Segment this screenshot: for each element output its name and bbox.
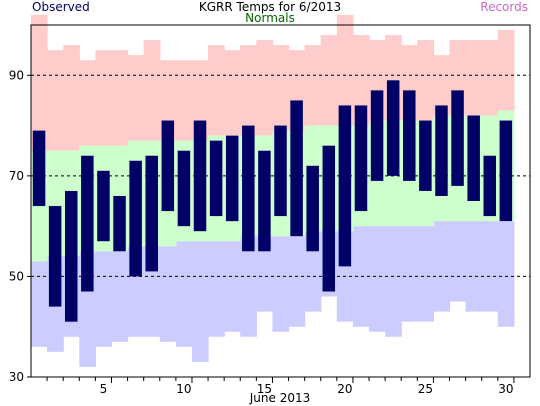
observed-bar	[386, 80, 400, 176]
record-low-band	[481, 221, 499, 312]
record-high-band	[31, 14, 48, 151]
record-low-band	[449, 221, 467, 302]
record-low-band	[417, 226, 435, 322]
x-tick-label: 30	[498, 382, 513, 396]
record-low-band	[272, 236, 290, 332]
observed-bar	[290, 100, 303, 237]
y-tick-label: 70	[9, 169, 24, 183]
observed-bar	[193, 120, 207, 232]
observed-bar	[499, 120, 513, 222]
axes-layer: 30 50 70 90 5 10 15 20 25 30	[9, 68, 515, 396]
observed-bar	[483, 155, 497, 217]
record-high-band	[433, 55, 451, 116]
observed-bar	[242, 125, 255, 252]
record-low-band	[385, 226, 402, 337]
record-low-band	[95, 251, 113, 347]
record-low-band	[256, 236, 274, 312]
x-tick-label: 15	[257, 382, 272, 396]
record-high-band	[143, 40, 161, 141]
observed-bar	[274, 125, 287, 217]
record-high-band	[481, 40, 499, 116]
observed-bar	[48, 206, 62, 307]
record-high-band	[465, 40, 483, 116]
x-tick-label: 20	[337, 382, 352, 396]
record-high-band	[47, 50, 64, 151]
record-high-band	[417, 40, 435, 121]
record-high-band	[63, 45, 80, 151]
x-tick-label: 25	[418, 382, 433, 396]
observed-bar	[113, 195, 126, 252]
observed-bar	[419, 120, 432, 191]
observed-bar	[64, 190, 78, 322]
y-tick-label: 90	[9, 68, 24, 82]
observed-bar	[306, 165, 319, 252]
chart-title: KGRR Temps for 6/2013	[198, 0, 342, 14]
observed-bar	[161, 120, 175, 212]
observed-bar	[354, 105, 368, 212]
record-low-band	[191, 241, 209, 362]
record-low-band	[433, 221, 451, 312]
x-tick-label: 10	[176, 382, 191, 396]
x-axis-label: June 2013	[249, 391, 311, 405]
observed-bar	[370, 90, 384, 181]
observed-bar	[451, 90, 464, 186]
legend-normals: Normals	[245, 11, 295, 25]
plot-frame	[30, 24, 531, 378]
record-high-band	[224, 50, 241, 136]
record-high-band	[240, 45, 257, 136]
observed-bar	[322, 145, 336, 292]
observed-bar	[209, 140, 223, 217]
observed-bar	[225, 135, 239, 222]
record-low-band	[497, 221, 515, 327]
x-tick-label: 5	[100, 382, 108, 396]
record-low-band	[465, 221, 483, 312]
record-low-band	[240, 236, 257, 337]
record-high-band	[336, 14, 354, 126]
legend-observed: Observed	[32, 0, 90, 14]
observed-bar	[258, 150, 271, 252]
legend-records: Records	[480, 0, 528, 14]
observed-bar	[81, 155, 94, 292]
observed-bar	[32, 130, 46, 207]
record-high-band	[208, 45, 225, 136]
record-low-band	[401, 226, 418, 322]
record-high-band	[95, 50, 113, 146]
record-high-band	[272, 45, 290, 131]
y-tick-label: 30	[9, 370, 24, 384]
record-high-band	[111, 50, 129, 146]
observed-bar	[403, 90, 416, 181]
record-high-band	[304, 45, 322, 126]
observed-layer	[32, 80, 513, 322]
record-low-band	[224, 241, 241, 332]
record-high-band	[256, 40, 274, 136]
y-tick-label: 50	[9, 269, 24, 283]
record-low-band	[175, 241, 193, 347]
observed-bar	[129, 160, 142, 277]
observed-bar	[145, 155, 158, 272]
record-low-band	[31, 261, 48, 347]
record-high-band	[79, 60, 96, 146]
record-high-band	[175, 60, 193, 141]
record-high-band	[497, 30, 515, 111]
observed-bar	[435, 105, 448, 196]
observed-bar	[97, 170, 110, 242]
observed-bar	[177, 150, 191, 227]
record-high-band	[320, 35, 338, 126]
record-low-band	[369, 226, 386, 332]
record-low-band	[111, 251, 129, 342]
observed-bar	[467, 115, 480, 201]
record-low-band	[288, 236, 306, 327]
record-low-band	[208, 241, 225, 337]
record-low-band	[159, 246, 177, 342]
record-high-band	[127, 55, 145, 141]
record-high-band	[352, 35, 370, 126]
observed-bar	[338, 105, 352, 267]
